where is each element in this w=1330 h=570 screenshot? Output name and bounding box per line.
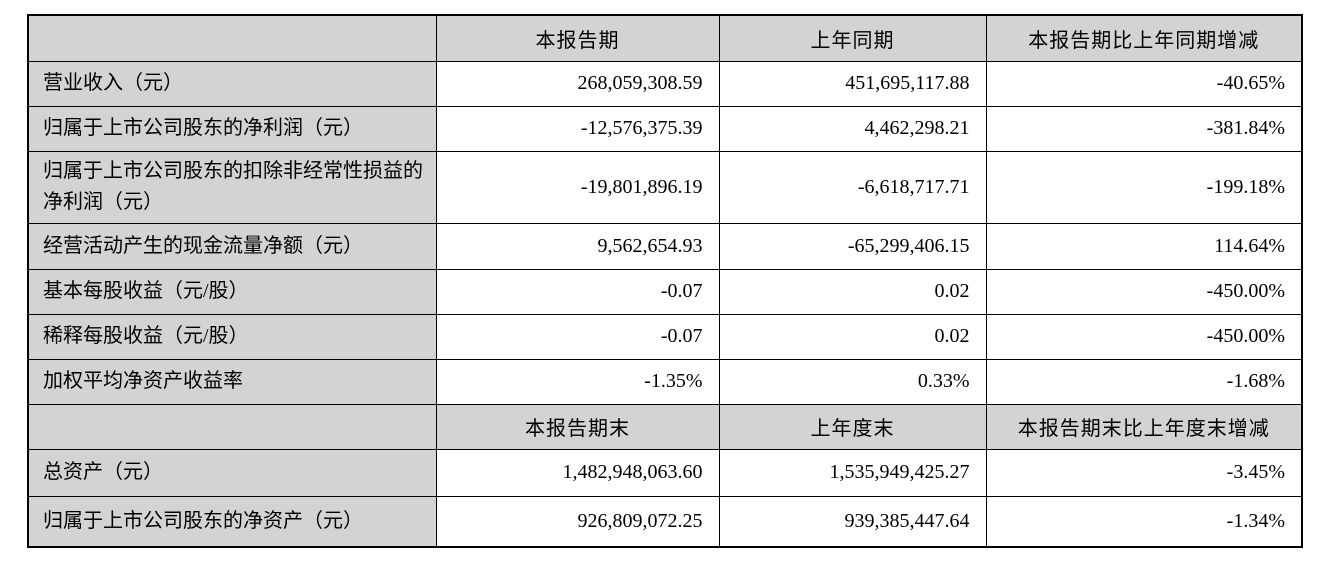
value-change: -3.45% [985, 448, 1303, 497]
financial-summary-table: 本报告期 上年同期 本报告期比上年同期增减 营业收入（元） 268,059,30… [27, 14, 1303, 548]
header-current-period-end: 本报告期末 [435, 403, 720, 450]
row-label: 加权平均净资产收益率 [27, 358, 437, 405]
table-row-total-assets: 总资产（元） 1,482,948,063.60 1,535,949,425.27… [27, 448, 1303, 497]
header-row-period-end: 本报告期末 上年度末 本报告期末比上年度末增减 [27, 403, 1303, 450]
row-label: 总资产（元） [27, 448, 437, 497]
value-prior: 939,385,447.64 [718, 495, 987, 548]
value-change: -199.18% [985, 150, 1303, 224]
table-row-net-profit: 归属于上市公司股东的净利润（元） -12,576,375.39 4,462,29… [27, 105, 1303, 152]
value-current: 926,809,072.25 [435, 495, 720, 548]
value-prior: 4,462,298.21 [718, 105, 987, 152]
value-current: -0.07 [435, 268, 720, 315]
table-row-basic-eps: 基本每股收益（元/股） -0.07 0.02 -450.00% [27, 268, 1303, 315]
value-change: -1.34% [985, 495, 1303, 548]
value-change: -1.68% [985, 358, 1303, 405]
row-label: 归属于上市公司股东的净利润（元） [27, 105, 437, 152]
row-label: 基本每股收益（元/股） [27, 268, 437, 315]
table-row-weighted-avg-roe: 加权平均净资产收益率 -1.35% 0.33% -1.68% [27, 358, 1303, 405]
value-change: -381.84% [985, 105, 1303, 152]
row-label: 营业收入（元） [27, 60, 437, 107]
header-current-period: 本报告期 [435, 14, 720, 62]
value-current: 9,562,654.93 [435, 222, 720, 270]
value-current: -0.07 [435, 313, 720, 360]
header-prior-year-end: 上年度末 [718, 403, 987, 450]
header-prior-period: 上年同期 [718, 14, 987, 62]
value-prior: -6,618,717.71 [718, 150, 987, 224]
table-row-operating-cash-flow: 经营活动产生的现金流量净额（元） 9,562,654.93 -65,299,40… [27, 222, 1303, 270]
table-row-net-assets: 归属于上市公司股东的净资产（元） 926,809,072.25 939,385,… [27, 495, 1303, 548]
header-empty-cell [27, 14, 437, 62]
row-label: 归属于上市公司股东的净资产（元） [27, 495, 437, 548]
value-prior: 0.33% [718, 358, 987, 405]
header-empty-cell [27, 403, 437, 450]
value-change: -40.65% [985, 60, 1303, 107]
value-change: -450.00% [985, 313, 1303, 360]
value-change: 114.64% [985, 222, 1303, 270]
table-row-diluted-eps: 稀释每股收益（元/股） -0.07 0.02 -450.00% [27, 313, 1303, 360]
header-period-change: 本报告期比上年同期增减 [985, 14, 1303, 62]
value-current: -19,801,896.19 [435, 150, 720, 224]
value-current: 268,059,308.59 [435, 60, 720, 107]
value-prior: 451,695,117.88 [718, 60, 987, 107]
value-current: -1.35% [435, 358, 720, 405]
value-prior: -65,299,406.15 [718, 222, 987, 270]
table-row-revenue: 营业收入（元） 268,059,308.59 451,695,117.88 -4… [27, 60, 1303, 107]
table-row-net-profit-excl-nonrecurring: 归属于上市公司股东的扣除非经常性损益的净利润（元） -19,801,896.19… [27, 150, 1303, 224]
row-label: 归属于上市公司股东的扣除非经常性损益的净利润（元） [27, 150, 437, 224]
value-prior: 1,535,949,425.27 [718, 448, 987, 497]
value-prior: 0.02 [718, 268, 987, 315]
value-prior: 0.02 [718, 313, 987, 360]
row-label: 稀释每股收益（元/股） [27, 313, 437, 360]
value-current: -12,576,375.39 [435, 105, 720, 152]
value-change: -450.00% [985, 268, 1303, 315]
header-row-period: 本报告期 上年同期 本报告期比上年同期增减 [27, 14, 1303, 62]
value-current: 1,482,948,063.60 [435, 448, 720, 497]
row-label: 经营活动产生的现金流量净额（元） [27, 222, 437, 270]
header-period-end-change: 本报告期末比上年度末增减 [985, 403, 1303, 450]
